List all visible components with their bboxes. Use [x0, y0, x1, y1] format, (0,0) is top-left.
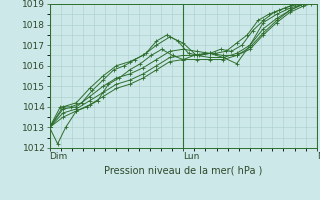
X-axis label: Pression niveau de la mer( hPa ): Pression niveau de la mer( hPa )	[104, 165, 262, 175]
